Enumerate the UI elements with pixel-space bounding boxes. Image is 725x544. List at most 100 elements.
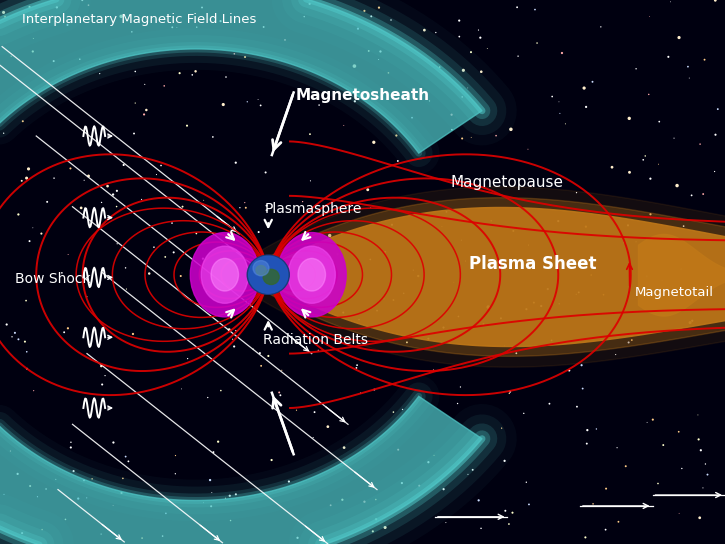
Point: [16, 176, 28, 185]
Point: [656, 276, 668, 285]
Point: [647, 415, 658, 424]
Point: [462, 470, 473, 479]
Point: [521, 305, 532, 313]
Point: [191, 229, 202, 238]
Point: [297, 197, 308, 206]
Point: [518, 409, 529, 418]
Point: [120, 452, 131, 461]
Point: [212, 437, 224, 446]
Point: [573, 288, 584, 296]
Point: [441, 207, 452, 216]
Point: [523, 500, 535, 509]
Point: [507, 227, 519, 236]
Point: [27, 224, 38, 232]
Point: [624, 168, 635, 177]
Point: [580, 103, 592, 112]
Point: [160, 509, 172, 518]
Point: [529, 5, 541, 14]
Point: [552, 217, 564, 225]
Point: [676, 464, 687, 473]
Point: [553, 97, 565, 106]
Point: [587, 499, 599, 508]
Point: [22, 164, 34, 173]
Point: [175, 385, 187, 393]
Polygon shape: [0, 0, 482, 544]
Ellipse shape: [277, 233, 347, 317]
Point: [546, 336, 558, 345]
Point: [370, 515, 382, 524]
Point: [222, 309, 233, 318]
Point: [174, 69, 186, 77]
Text: Plasmasphere: Plasmasphere: [265, 202, 362, 217]
Point: [81, 493, 93, 502]
Point: [452, 312, 464, 321]
Point: [523, 240, 534, 249]
Point: [544, 399, 555, 408]
Point: [435, 475, 447, 484]
Point: [0, 8, 9, 17]
Point: [116, 489, 128, 497]
Point: [94, 69, 106, 78]
Point: [12, 335, 24, 344]
Ellipse shape: [190, 233, 260, 317]
Text: Bow Shock: Bow Shock: [14, 271, 90, 286]
Point: [312, 346, 324, 355]
Ellipse shape: [253, 261, 269, 276]
Point: [697, 484, 709, 492]
Point: [521, 478, 532, 486]
Point: [304, 0, 315, 8]
Point: [639, 152, 651, 160]
Point: [438, 323, 450, 332]
Point: [693, 435, 705, 444]
Point: [255, 362, 267, 370]
Point: [362, 186, 373, 194]
Point: [291, 406, 302, 415]
Point: [41, 197, 53, 206]
Point: [386, 220, 398, 229]
Point: [155, 161, 167, 170]
Point: [51, 3, 62, 11]
Point: [702, 470, 713, 479]
Point: [495, 314, 507, 323]
Point: [151, 170, 162, 179]
Point: [428, 451, 440, 460]
Point: [273, 388, 285, 397]
Point: [486, 217, 497, 225]
Point: [225, 516, 236, 525]
Point: [413, 271, 424, 280]
Point: [322, 422, 334, 431]
Text: Interplanetary Magnetic Field Lines: Interplanetary Magnetic Field Lines: [22, 13, 256, 26]
Text: Magnetosheath: Magnetosheath: [296, 88, 429, 103]
Point: [626, 336, 637, 344]
Point: [352, 361, 363, 369]
Point: [139, 80, 151, 89]
Point: [388, 296, 399, 305]
Point: [31, 10, 43, 18]
Point: [166, 219, 178, 227]
Point: [175, 271, 186, 280]
Point: [20, 296, 32, 305]
Point: [668, 134, 680, 143]
Point: [383, 69, 394, 77]
Ellipse shape: [256, 265, 266, 275]
Point: [115, 12, 127, 21]
Point: [379, 248, 391, 256]
Point: [560, 120, 571, 128]
Point: [28, 34, 39, 43]
Point: [136, 195, 147, 204]
Point: [553, 299, 565, 308]
Point: [580, 222, 592, 231]
Point: [112, 239, 123, 248]
Point: [186, 71, 198, 79]
Point: [230, 158, 241, 167]
Point: [637, 156, 649, 164]
Point: [460, 257, 471, 265]
Point: [261, 201, 273, 210]
Point: [144, 269, 155, 278]
Point: [446, 125, 457, 134]
Point: [606, 163, 618, 171]
Point: [148, 243, 160, 251]
Point: [513, 52, 524, 60]
Point: [25, 481, 36, 490]
Point: [120, 263, 131, 272]
